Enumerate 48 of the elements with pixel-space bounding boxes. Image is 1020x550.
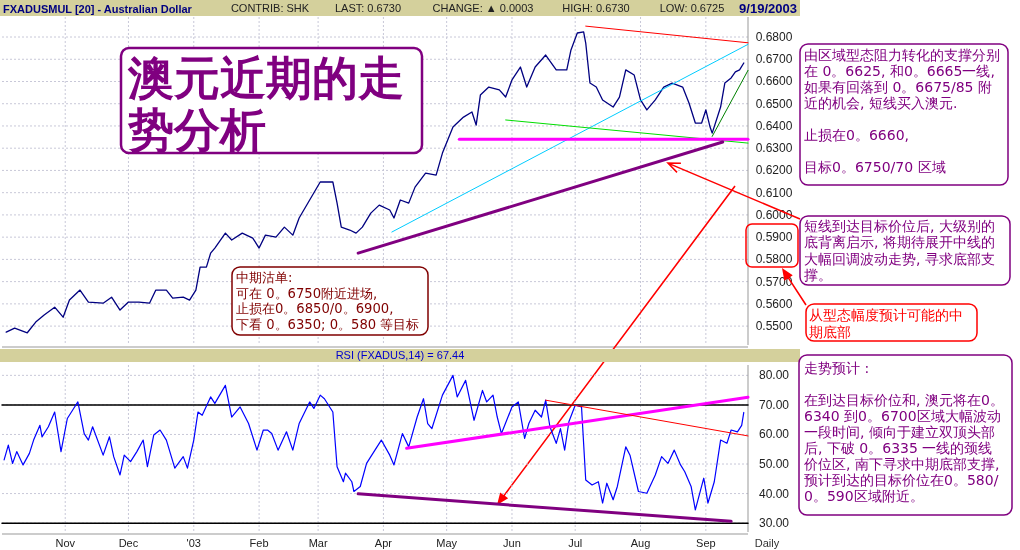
- y-tick-label: 0.6400: [755, 118, 793, 133]
- y-tick-label: 0.5700: [755, 274, 793, 289]
- y-tick-label: 80.00: [758, 368, 790, 383]
- y-tick-label: 0.6700: [755, 52, 793, 67]
- y-tick-label: 0.6000: [755, 207, 793, 222]
- x-tick-label: Aug: [630, 537, 651, 549]
- text: LAST: 0.6730: [334, 2, 402, 14]
- y-tick-label: 40.00: [758, 486, 790, 501]
- y-tick-label: 30.00: [758, 516, 790, 531]
- y-tick-label: 0.6800: [755, 30, 793, 45]
- text: CHANGE: ▲ 0.0003: [432, 2, 534, 14]
- x-tick-label: Jul: [568, 537, 583, 549]
- y-tick-label: 70.00: [758, 397, 790, 412]
- y-tick-label: 0.6600: [755, 74, 793, 89]
- line-series: [5, 31, 745, 334]
- text: 由区域型态阻力转化的支撑分别在 0。6625, 和0。6665一线, 如果有回落到 0。6675/85 附近的机会, 短线买入澳元. 止损在0。6660, 目标0。6750/70 区域: [804, 47, 1000, 175]
- y-tick-label: 0.5500: [755, 319, 793, 334]
- x-tick-label: May: [436, 537, 458, 549]
- annotation: 中期沽单: 可在 0。6750附近进场, 止损在0。6850/0。6900, 下看 0。6350; 0。580 等目标: [236, 270, 420, 332]
- y-tick-label: 0.6200: [755, 163, 793, 178]
- text: HIGH: 0.6730: [562, 2, 630, 14]
- x-tick-label: Mar: [308, 537, 328, 549]
- text: Daily: [754, 537, 780, 549]
- y-tick-label: 0.5900: [755, 230, 793, 245]
- x-tick-label: Feb: [249, 537, 269, 549]
- x-tick-label: Jun: [503, 537, 521, 549]
- text: 从型态幅度预计可能的中期底部: [809, 307, 963, 340]
- annotation: 短线到达目标价位后, 大级别的底背离启示, 将期待展开中线的大幅回调波动走势, 寻求底部支撑。: [804, 218, 995, 283]
- text: 9/19/2003: [739, 1, 797, 16]
- y-tick-label: 0.5600: [755, 296, 793, 311]
- annotation: 澳元近期的走势分析: [127, 51, 404, 157]
- chart-title: FXADUSMUL [20] - Australian Dollar: [3, 3, 193, 15]
- y-tick-label: 60.00: [758, 427, 790, 442]
- y-tick-label: 0.6300: [755, 141, 793, 156]
- x-tick-label: Apr: [374, 537, 393, 549]
- text: LOW: 0.6725: [659, 2, 725, 14]
- x-tick-label: Nov: [55, 537, 76, 549]
- y-tick-label: 0.6500: [755, 96, 793, 111]
- y-tick-label: 50.00: [758, 457, 790, 472]
- y-tick-label: 0.5800: [755, 252, 793, 267]
- x-tick-label: Dec: [118, 537, 139, 549]
- x-tick-label: '03: [186, 537, 201, 549]
- x-tick-label: Sep: [696, 537, 716, 549]
- text: CONTRIB: SHK: [230, 2, 310, 14]
- y-tick-label: 0.6100: [755, 185, 793, 200]
- chart-title: RSI (FXADUS,14) = 67.44: [335, 349, 465, 361]
- text: 走势预计 : 在到达目标价位和, 澳元将在0。6340 到0。6700区域大幅波动一段时间, 倾向于建立双顶头部后, 下破 0。6335 一线的颈线价位区, 南下寻求中期底部支撑, 预计到达的目标价位在0。580/0。590区域附近。: [803, 360, 1004, 504]
- line-series: [3, 374, 745, 511]
